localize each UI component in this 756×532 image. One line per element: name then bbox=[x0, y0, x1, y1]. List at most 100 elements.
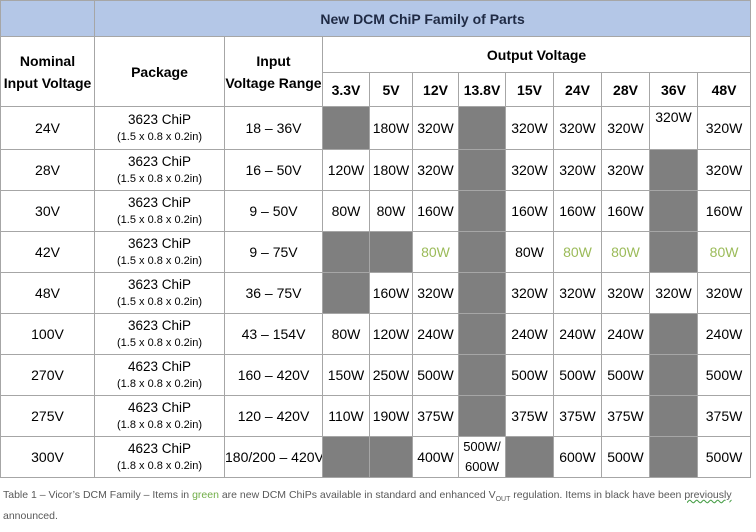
unavailable-cell bbox=[649, 190, 698, 232]
table-title: New DCM ChiP Family of Parts bbox=[93, 0, 752, 37]
power-rating-cell: 375W bbox=[505, 395, 554, 437]
range-header-line2: Voltage Range bbox=[225, 74, 322, 91]
power-rating-cell: 240W bbox=[505, 313, 554, 355]
output-voltage-label: 15V bbox=[505, 72, 554, 107]
nominal-voltage-cell: 24V bbox=[0, 106, 95, 150]
table-row: 28V 3623 ChiP (1.5 x 0.8 x 0.2in) 16 – 50V 1… bbox=[0, 149, 752, 191]
nominal-input-voltage-header: Nominal Input Voltage bbox=[0, 36, 95, 107]
power-rating-cell: 600W bbox=[553, 436, 602, 478]
power-rating-cell: 240W bbox=[412, 313, 459, 355]
nominal-voltage-cell: 30V bbox=[0, 190, 95, 232]
unavailable-cell bbox=[649, 231, 698, 273]
table-caption: Table 1 – Vicor’s DCM Family – Items in … bbox=[3, 487, 753, 524]
output-voltage-label: 24V bbox=[553, 72, 602, 107]
power-rating-cell: 180W bbox=[369, 106, 413, 150]
output-voltage-label: 36V bbox=[649, 72, 698, 107]
unavailable-cell bbox=[458, 395, 506, 437]
power-rating-cell: 190W bbox=[369, 395, 413, 437]
nominal-voltage-cell: 100V bbox=[0, 313, 95, 355]
dcm-family-table: New DCM ChiP Family of Parts Nominal Inp… bbox=[0, 0, 752, 478]
power-rating-cell: 500W bbox=[412, 354, 459, 396]
title-corner-cell bbox=[0, 0, 95, 37]
unavailable-cell bbox=[505, 436, 554, 478]
nominal-voltage-cell: 42V bbox=[0, 231, 95, 273]
unavailable-cell bbox=[369, 436, 413, 478]
power-rating-cell: 160W bbox=[505, 190, 554, 232]
nominal-voltage-cell: 270V bbox=[0, 354, 95, 396]
package-name: 3623 ChiP bbox=[127, 154, 192, 169]
power-rating-cell: 320W bbox=[412, 149, 459, 191]
caption-vout-subscript: OUT bbox=[495, 496, 511, 504]
caption-part2: are new DCM ChiPs available in standard … bbox=[218, 489, 496, 501]
power-rating-cell: 320W bbox=[601, 106, 650, 150]
power-rating-cell: 375W bbox=[412, 395, 459, 437]
power-rating-cell: 320W bbox=[649, 106, 698, 150]
range-header-line1: Input bbox=[256, 52, 291, 69]
table-row: 30V 3623 ChiP (1.5 x 0.8 x 0.2in) 9 – 50V 80… bbox=[0, 190, 752, 232]
package-dimensions: (1.8 x 0.8 x 0.2in) bbox=[117, 460, 202, 472]
header-row-1: Nominal Input Voltage Package Input Volt… bbox=[0, 36, 752, 107]
output-voltage-label: 28V bbox=[601, 72, 650, 107]
power-rating-cell: 120W bbox=[369, 313, 413, 355]
power-rating-cell: 500W bbox=[505, 354, 554, 396]
table-row: 100V 3623 ChiP (1.5 x 0.8 x 0.2in) 43 – 154… bbox=[0, 313, 752, 355]
power-rating-cell: 320W bbox=[601, 149, 650, 191]
power-rating-cell: 80W bbox=[412, 231, 459, 273]
power-rating-cell: 400W bbox=[412, 436, 459, 478]
title-row: New DCM ChiP Family of Parts bbox=[0, 0, 752, 37]
power-rating-cell: 320W bbox=[696, 272, 752, 314]
power-rating-cell: 240W bbox=[601, 313, 650, 355]
power-rating-cell: 320W bbox=[553, 149, 602, 191]
power-rating-cell: 160W bbox=[696, 190, 752, 232]
unavailable-cell bbox=[458, 313, 506, 355]
output-voltage-row: 3.3V 5V 12V 13.8V 15V 24V 28V 36V 48V bbox=[1, 72, 752, 107]
input-range-cell: 43 – 154V bbox=[224, 313, 323, 355]
output-voltage-label: 3.3V bbox=[322, 72, 370, 107]
unavailable-cell bbox=[322, 272, 370, 314]
package-dimensions: (1.5 x 0.8 x 0.2in) bbox=[117, 173, 202, 185]
output-voltage-label: 48V bbox=[696, 72, 752, 107]
unavailable-cell bbox=[458, 190, 506, 232]
input-range-cell: 180/200 – 420V bbox=[224, 436, 323, 478]
nominal-voltage-cell: 48V bbox=[0, 272, 95, 314]
power-rating-cell: 320W bbox=[553, 106, 602, 150]
power-rating-cell: 110W bbox=[322, 395, 370, 437]
package-name: 3623 ChiP bbox=[127, 236, 192, 251]
power-rating-cell: 375W bbox=[696, 395, 752, 437]
table-row: 275V 4623 ChiP (1.8 x 0.8 x 0.2in) 120 – 42… bbox=[0, 395, 752, 437]
power-rating-cell: 500W bbox=[601, 436, 650, 478]
table-row: 42V 3623 ChiP (1.5 x 0.8 x 0.2in) 9 – 75V 80… bbox=[0, 231, 752, 273]
package-name: 3623 ChiP bbox=[127, 195, 192, 210]
package-dimensions: (1.5 x 0.8 x 0.2in) bbox=[117, 255, 202, 267]
package-header: Package bbox=[94, 36, 225, 107]
unavailable-cell bbox=[649, 354, 698, 396]
power-rating-cell: 160W bbox=[553, 190, 602, 232]
power-rating-cell: 500W bbox=[553, 354, 602, 396]
power-rating-cell: 375W bbox=[553, 395, 602, 437]
table-row: 270V 4623 ChiP (1.8 x 0.8 x 0.2in) 160 – 42… bbox=[0, 354, 752, 396]
nominal-header-line1: Nominal bbox=[19, 52, 76, 69]
table-row: 300V 4623 ChiP (1.8 x 0.8 x 0.2in) 180/200 … bbox=[0, 436, 752, 478]
package-name: 4623 ChiP bbox=[127, 441, 192, 456]
package-cell: 3623 ChiP (1.5 x 0.8 x 0.2in) bbox=[94, 106, 225, 150]
package-cell: 3623 ChiP (1.5 x 0.8 x 0.2in) bbox=[94, 272, 225, 314]
power-rating-cell: 80W bbox=[553, 231, 602, 273]
input-voltage-range-header: Input Voltage Range bbox=[224, 36, 323, 107]
power-rating-cell: 320W bbox=[696, 149, 752, 191]
power-rating-cell: 320W bbox=[649, 272, 698, 314]
package-dimensions: (1.5 x 0.8 x 0.2in) bbox=[117, 131, 202, 143]
package-name: 3623 ChiP bbox=[127, 277, 192, 292]
power-rating-cell: 250W bbox=[369, 354, 413, 396]
power-rating-cell: 180W bbox=[369, 149, 413, 191]
unavailable-cell bbox=[649, 149, 698, 191]
output-voltage-label: 12V bbox=[412, 72, 459, 107]
package-dimensions: (1.8 x 0.8 x 0.2in) bbox=[117, 419, 202, 431]
power-rating-cell: 320W bbox=[505, 272, 554, 314]
power-rating-cell: 375W bbox=[601, 395, 650, 437]
power-rating-cell: 80W bbox=[505, 231, 554, 273]
unavailable-cell bbox=[322, 231, 370, 273]
package-dimensions: (1.8 x 0.8 x 0.2in) bbox=[117, 378, 202, 390]
unavailable-cell bbox=[458, 272, 506, 314]
power-rating-cell: 80W bbox=[369, 190, 413, 232]
unavailable-cell bbox=[649, 313, 698, 355]
